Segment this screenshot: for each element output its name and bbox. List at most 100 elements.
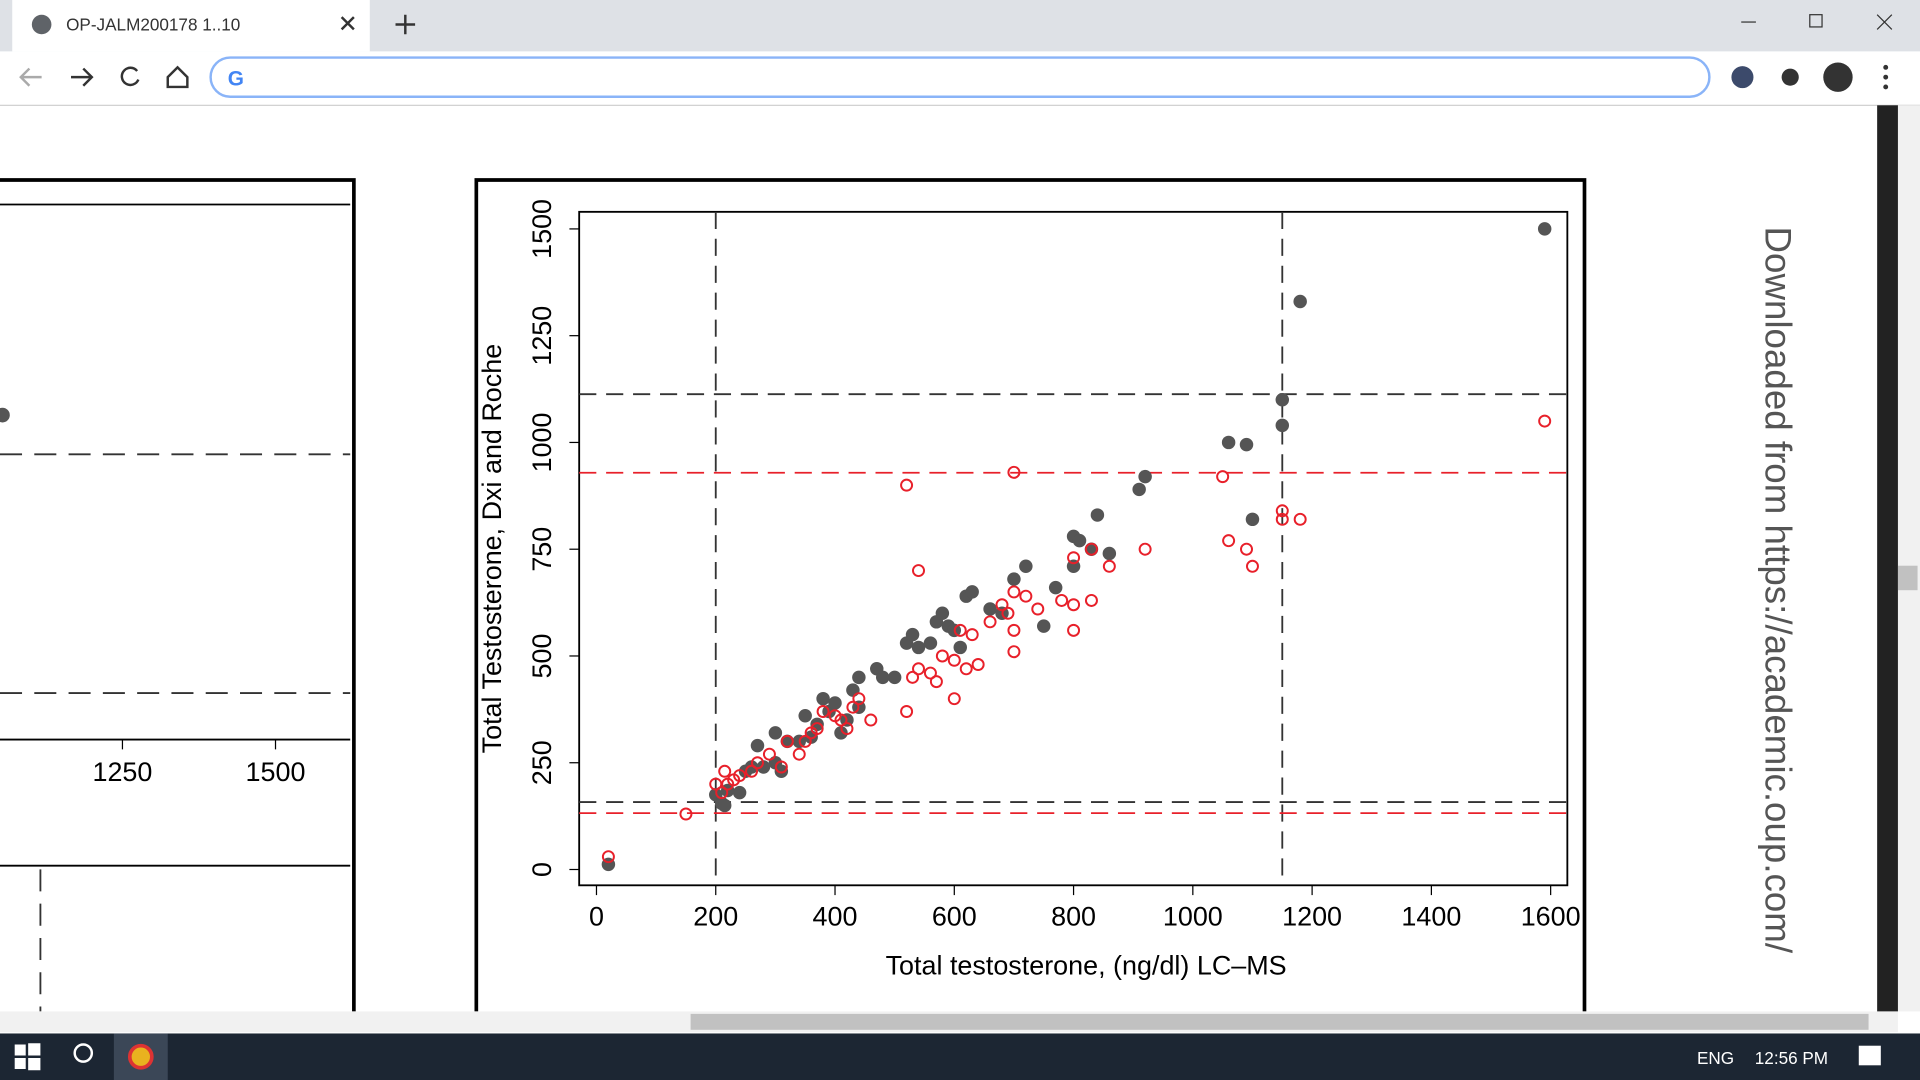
data-point — [1067, 598, 1081, 612]
left-tick-label: 1500 — [246, 757, 306, 787]
data-point — [965, 585, 979, 599]
home[interactable] — [166, 65, 189, 89]
data-point — [774, 760, 788, 774]
y-tick-label: 1250 — [527, 306, 557, 366]
data-point — [756, 760, 771, 774]
data-point — [923, 636, 938, 650]
data-point — [1007, 465, 1021, 479]
forward[interactable] — [71, 67, 94, 87]
data-point — [733, 769, 747, 783]
data-point — [1067, 623, 1081, 637]
data-point — [1007, 623, 1021, 637]
data-point — [840, 722, 854, 736]
x-axis-label: Total testosterone, (ng/dl) LC–MS — [886, 951, 1287, 981]
data-point — [947, 653, 961, 667]
data-point — [983, 615, 997, 629]
data-point — [768, 726, 783, 740]
data-point — [601, 850, 615, 864]
extension[interactable] — [1731, 66, 1754, 89]
download-note: Downloaded from https://academic.oup.com… — [1758, 227, 1799, 954]
data-point — [1019, 589, 1033, 603]
scrollbar-gutter — [1897, 105, 1920, 1012]
data-point — [715, 786, 729, 800]
data-point — [1275, 512, 1289, 526]
data-point — [1221, 435, 1236, 450]
extensions[interactable] — [1781, 68, 1799, 86]
tab-close[interactable] — [340, 16, 355, 31]
left-tick-label: 1250 — [92, 757, 152, 787]
data-point — [774, 764, 789, 779]
data-point — [816, 691, 830, 706]
data-point — [816, 705, 830, 718]
tab[interactable] — [12, 0, 370, 52]
vertical-scroll-thumb[interactable] — [1897, 565, 1918, 591]
notifications[interactable] — [1858, 1045, 1881, 1066]
restore[interactable] — [1809, 14, 1823, 28]
data-point — [798, 734, 812, 748]
tab-title: OP-JALM200178 1..10 — [66, 15, 240, 35]
data-point — [1102, 559, 1116, 573]
address-bar[interactable] — [209, 56, 1711, 98]
close-window[interactable] — [1876, 14, 1893, 30]
back[interactable] — [19, 67, 42, 87]
data-point — [912, 662, 926, 676]
data-point — [1001, 606, 1015, 620]
data-point — [1537, 222, 1552, 236]
data-point — [887, 670, 902, 685]
google-icon: G — [228, 68, 244, 91]
x-tick-label: 400 — [813, 902, 858, 932]
new-tab[interactable] — [395, 14, 416, 35]
data-point — [1293, 512, 1307, 526]
data-point — [751, 756, 764, 770]
data-point — [1007, 645, 1021, 659]
data-point — [1245, 512, 1260, 527]
data-point — [1055, 593, 1069, 607]
data-point — [995, 598, 1009, 612]
search-button[interactable] — [73, 1043, 94, 1063]
data-point — [1293, 294, 1307, 309]
figure-frame — [474, 178, 1587, 1012]
data-point — [1138, 542, 1152, 556]
x-tick-label: 1400 — [1401, 902, 1461, 932]
x-tick-label: 1200 — [1282, 902, 1342, 932]
left-reference-line — [0, 453, 351, 694]
data-point — [1072, 533, 1087, 548]
y-tick-label: 0 — [527, 862, 557, 877]
language[interactable]: ENG — [1697, 1048, 1734, 1068]
data-point — [792, 747, 806, 761]
data-point — [905, 627, 920, 642]
horizontal-scroll-thumb[interactable] — [690, 1013, 1869, 1030]
tab-icon — [31, 14, 52, 35]
data-point — [828, 696, 842, 710]
y-tick-label: 1000 — [527, 412, 557, 472]
data-point — [1090, 508, 1105, 522]
data-point — [900, 705, 914, 718]
data-point — [953, 640, 967, 655]
data-point — [1084, 593, 1098, 607]
clock[interactable]: 12:56 PM — [1755, 1048, 1828, 1068]
data-point — [679, 807, 693, 821]
data-point — [953, 623, 967, 637]
data-point — [852, 670, 866, 685]
y-axis-label: Total Testosterone, Dxi and Roche — [477, 344, 507, 754]
start-button[interactable] — [14, 1043, 41, 1071]
data-point — [1019, 559, 1033, 574]
y-tick-label: 500 — [527, 634, 557, 679]
data-point — [959, 662, 973, 676]
data-point — [732, 785, 747, 800]
data-point — [971, 658, 985, 672]
reload[interactable] — [120, 66, 140, 87]
data-point — [900, 478, 914, 492]
data-point — [744, 760, 759, 774]
data-point — [718, 764, 732, 778]
data-point — [1275, 504, 1289, 518]
data-point — [965, 628, 979, 642]
data-point — [745, 764, 759, 778]
x-tick-label: 600 — [932, 902, 977, 932]
profile[interactable] — [1823, 62, 1853, 92]
data-point — [923, 666, 937, 680]
left-plot-box — [0, 203, 351, 867]
data-point — [1048, 580, 1063, 595]
data-point — [780, 734, 794, 748]
